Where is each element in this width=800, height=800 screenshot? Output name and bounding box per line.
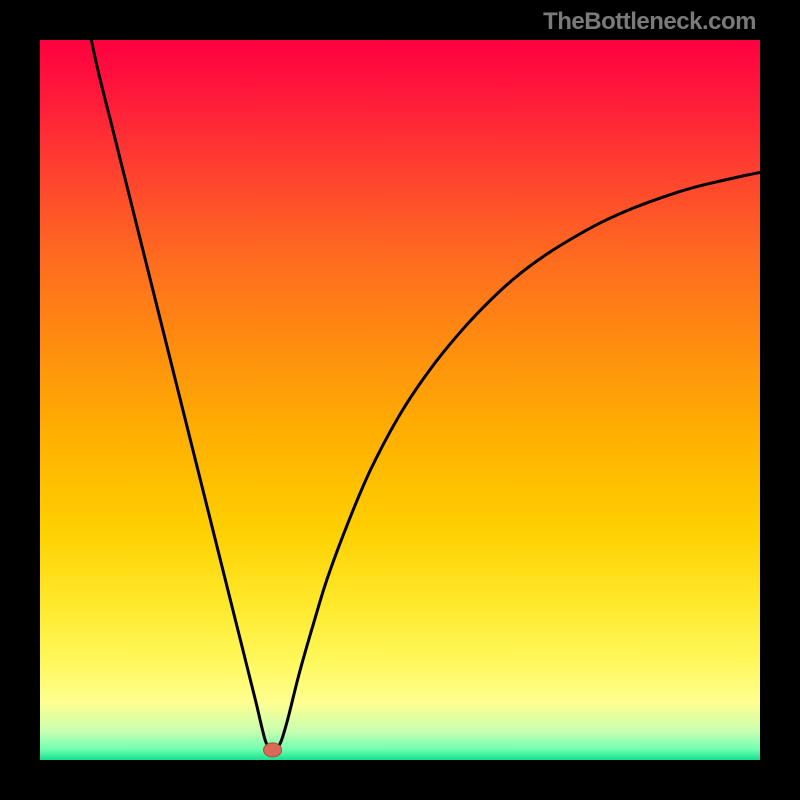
watermark-text: TheBottleneck.com (543, 8, 756, 36)
optimal-point-marker (264, 743, 282, 757)
plot-area (40, 40, 760, 760)
bottleneck-curve (87, 40, 760, 746)
bottleneck-curve-svg (40, 40, 760, 760)
chart-frame: TheBottleneck.com (0, 0, 800, 800)
